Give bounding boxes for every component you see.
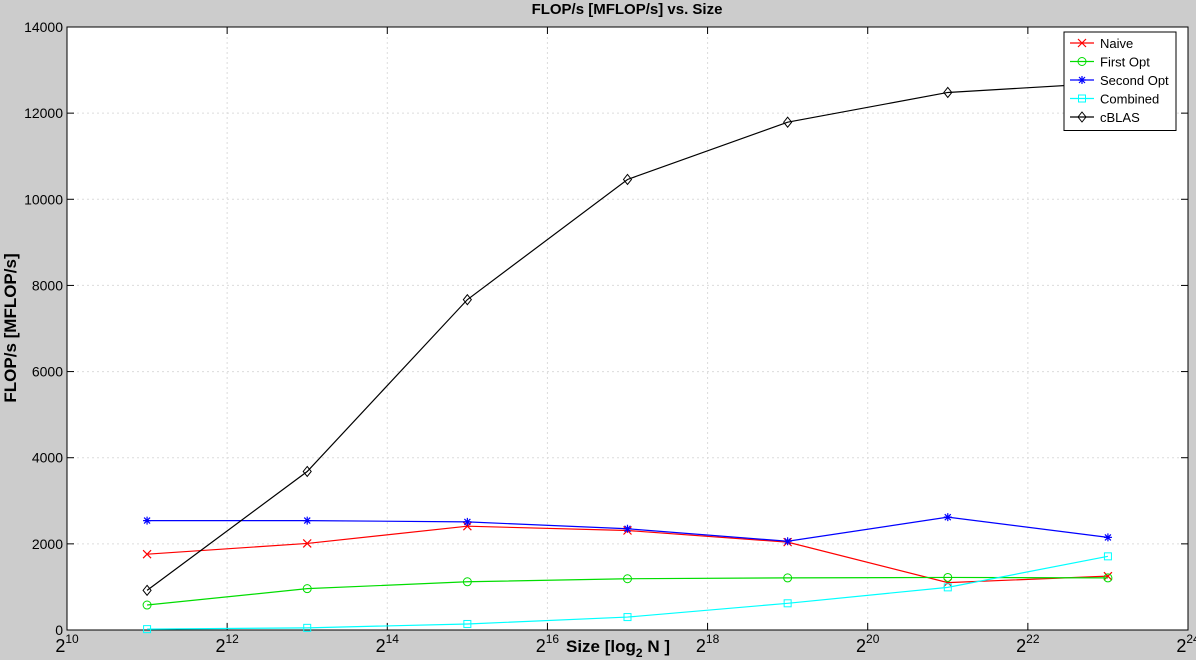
x-tick-label: 214	[376, 632, 400, 656]
data-point-second-opt	[623, 524, 632, 533]
data-point-cblas	[142, 584, 152, 597]
data-point-second-opt	[303, 516, 312, 525]
legend-label-cblas: cBLAS	[1100, 110, 1140, 125]
series-combined	[143, 552, 1112, 634]
legend-marker-cblas	[1077, 111, 1087, 123]
data-point-first-opt	[623, 574, 632, 584]
x-tick-label: 220	[856, 632, 880, 656]
y-tick-label: 4000	[32, 450, 63, 466]
series-second-opt	[143, 513, 1112, 546]
plot-area	[67, 27, 1188, 630]
series-cblas	[142, 77, 1113, 597]
data-point-combined	[1103, 552, 1112, 561]
legend-marker-second-opt	[1078, 76, 1086, 84]
series-layer	[142, 77, 1113, 634]
data-point-combined	[303, 623, 312, 632]
legend: Naive First Opt Second Opt Combined cBLAS	[1063, 31, 1177, 131]
y-tick-label: 14000	[24, 19, 63, 35]
y-axis-label: FLOP/s [MFLOP/s]	[1, 253, 20, 402]
legend-label-second-opt: Second Opt	[1100, 73, 1169, 88]
x-axis-label: Size [log2 N ]	[566, 637, 670, 660]
data-point-second-opt	[943, 513, 952, 522]
series-line-first-opt	[147, 576, 1108, 606]
x-tick-label: 218	[696, 632, 720, 656]
data-point-naive	[302, 539, 312, 548]
y-tick-label: 8000	[32, 277, 63, 293]
data-point-first-opt	[1103, 573, 1113, 583]
data-point-first-opt	[783, 573, 793, 583]
chart-title: FLOP/s [MFLOP/s] vs. Size	[532, 1, 723, 18]
data-point-second-opt	[143, 516, 152, 525]
legend-label-first-opt: First Opt	[1100, 55, 1150, 70]
data-point-first-opt	[462, 577, 472, 587]
data-point-cblas	[943, 86, 953, 99]
y-tick-label: 12000	[24, 105, 63, 121]
data-point-first-opt	[302, 584, 312, 594]
y-tick-label: 6000	[32, 364, 63, 380]
data-point-second-opt	[1103, 533, 1112, 542]
data-point-naive	[462, 521, 472, 531]
x-tick-label: 216	[536, 632, 560, 656]
data-point-naive	[943, 578, 953, 588]
series-line-combined	[147, 555, 1109, 630]
y-tick-label: 10000	[24, 191, 63, 207]
x-tick-label: 210	[55, 632, 79, 656]
x-tick-label: 212	[215, 632, 239, 656]
data-point-first-opt	[142, 600, 152, 610]
y-tick-label: 2000	[32, 536, 63, 552]
data-point-second-opt	[783, 537, 792, 546]
legend-marker-naive	[1077, 38, 1087, 48]
data-point-combined	[143, 625, 152, 634]
y-tick-label: 0	[55, 622, 63, 638]
data-point-cblas	[302, 465, 312, 478]
data-point-combined	[783, 599, 792, 608]
data-point-cblas	[462, 293, 472, 306]
axes: 0 2000 4000 6000 8000 10000 12000 14000 210 212 21…	[24, 19, 1196, 656]
legend-label-combined: Combined	[1100, 92, 1159, 107]
data-point-combined	[463, 619, 472, 628]
legend-label-naive: Naive	[1100, 36, 1133, 51]
series-first-opt	[142, 572, 1113, 610]
data-point-combined	[943, 583, 952, 592]
data-point-second-opt	[463, 517, 472, 526]
axes-box	[66, 26, 1189, 631]
legend-marker-combined	[1078, 94, 1086, 103]
data-point-first-opt	[943, 572, 953, 582]
series-line-cblas	[146, 82, 1108, 591]
data-point-cblas	[783, 116, 793, 128]
data-point-cblas	[622, 173, 633, 186]
data-point-combined	[623, 613, 632, 622]
legend-marker-first-opt	[1077, 57, 1087, 66]
x-tick-label: 224	[1176, 632, 1196, 656]
data-point-naive	[142, 549, 152, 559]
data-point-naive	[1103, 571, 1113, 581]
x-tick-label: 222	[1016, 632, 1040, 656]
